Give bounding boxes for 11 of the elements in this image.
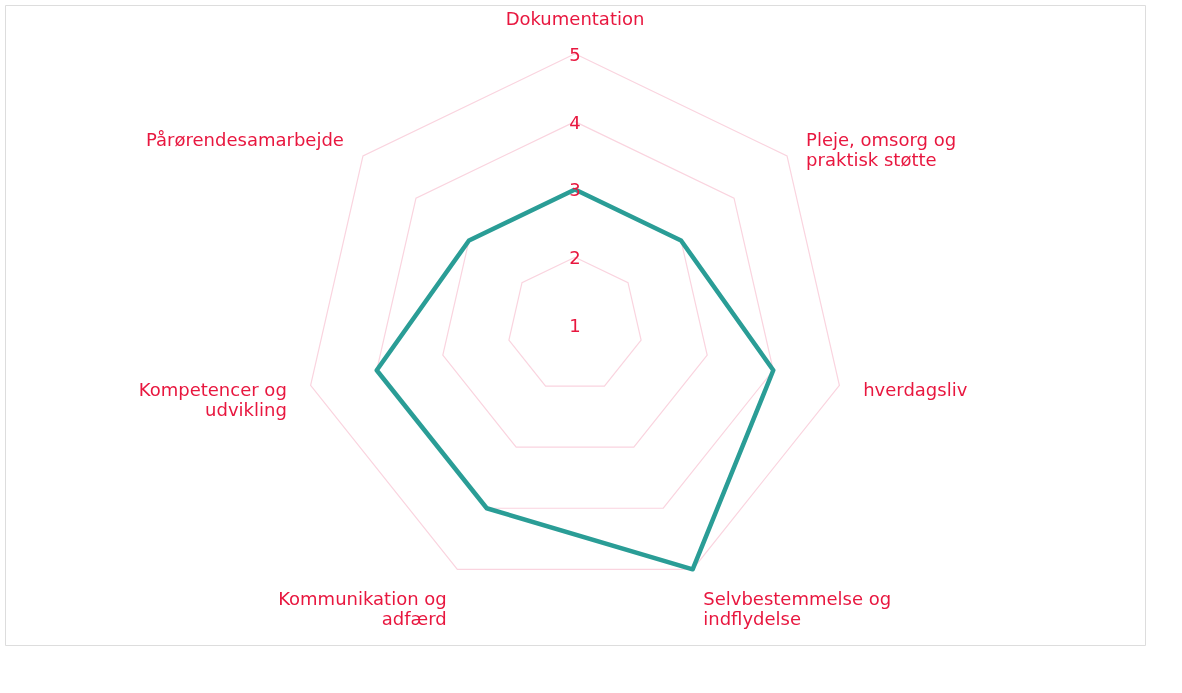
- spoke-label: Pleje, omsorg og praktisk støtte: [806, 128, 957, 170]
- spoke-label: Kompetencer og udvikling: [138, 378, 287, 420]
- y-tick-label: 5: [569, 43, 581, 65]
- spoke-label: Pårørendesamarbejde: [146, 128, 344, 150]
- spoke-label: Dokumentation: [505, 8, 645, 30]
- y-tick-label: 1: [569, 315, 581, 336]
- y-tick-label: 2: [569, 247, 581, 269]
- spoke-label: hverdagsliv: [863, 378, 968, 400]
- spoke-label: Kommunikation og adfærd: [278, 588, 447, 630]
- y-tick-label: 4: [569, 111, 581, 133]
- spoke-label: Selvbestemmelse og indflydelse: [703, 588, 892, 630]
